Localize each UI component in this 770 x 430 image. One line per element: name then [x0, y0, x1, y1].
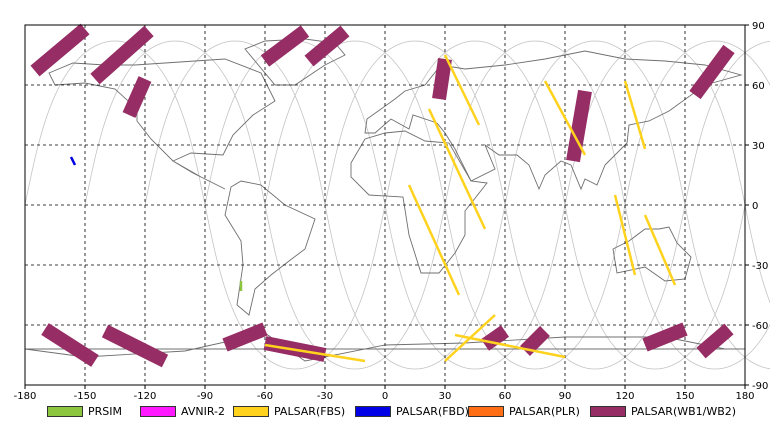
x-tick-label: 0 [382, 391, 388, 400]
swath-mark [623, 80, 647, 150]
coastline [224, 180, 316, 316]
acquisition-swaths [30, 23, 735, 368]
legend-item-palsar-fbd: PALSAR(FBD) [355, 401, 469, 421]
y-tick-label: -90 [752, 381, 768, 392]
swath-mark [69, 156, 77, 166]
swath-mark [520, 326, 550, 356]
swath-mark [304, 25, 350, 67]
swath-mark [443, 54, 481, 126]
coastline [364, 50, 743, 191]
legend-label: PRSIM [88, 404, 122, 418]
swath-mark [613, 194, 637, 276]
legend-label: AVNIR-2 [181, 404, 225, 418]
legend: PRSIM AVNIR-2 PALSAR(FBS) PALSAR(FBD) PA… [0, 401, 770, 421]
legend-item-palsar-fbs: PALSAR(FBS) [233, 401, 345, 421]
x-tick-label: 60 [499, 391, 512, 400]
swath-mark [101, 324, 169, 368]
legend-item-prsim: PRSIM [47, 401, 122, 421]
x-tick-label: -150 [74, 391, 97, 400]
swath-mark [543, 80, 587, 156]
swath-mark [30, 23, 90, 77]
swath-mark [432, 57, 452, 101]
swath-mark [642, 322, 688, 352]
swath-mark [407, 184, 461, 296]
x-tick-label: 120 [615, 391, 634, 400]
swath-mark [696, 323, 734, 359]
y-tick-label: 0 [752, 201, 758, 212]
x-tick-label: 30 [439, 391, 452, 400]
swath-mark [643, 214, 677, 286]
legend-swatch [47, 405, 83, 417]
x-tick-label: -30 [317, 391, 333, 400]
y-tick-label: -30 [752, 261, 768, 272]
legend-item-avnir2: AVNIR-2 [140, 401, 225, 421]
swath-mark [566, 89, 592, 163]
legend-label: PALSAR(FBD) [396, 404, 469, 418]
coastlines [24, 38, 745, 362]
x-tick-label: 150 [675, 391, 694, 400]
x-tick-label: -60 [257, 391, 273, 400]
legend-swatch [355, 405, 391, 417]
swath-mark [689, 44, 735, 100]
x-tick-label: -120 [134, 391, 157, 400]
x-tick-labels: -180 -150 -120 -90 -60 -30 0 30 60 90 120 150 180 [14, 385, 755, 400]
x-tick-label: -180 [14, 391, 37, 400]
coastline [612, 226, 692, 282]
swath-mark [222, 322, 268, 352]
y-tick-labels: 90 60 30 0 -30 -60 -90 [745, 21, 768, 392]
legend-swatch [233, 405, 269, 417]
legend-label: PALSAR(WB1/WB2) [631, 404, 737, 418]
legend-swatch [468, 405, 504, 417]
swath-mark [122, 76, 152, 118]
legend-swatch [140, 405, 176, 417]
x-tick-label: -90 [197, 391, 213, 400]
orbit-track [624, 40, 770, 206]
y-tick-label: 60 [752, 81, 765, 92]
swath-mark [90, 25, 154, 85]
swath-mark [427, 108, 487, 230]
y-tick-label: 30 [752, 141, 765, 152]
swath-mark [454, 333, 566, 359]
swath-mark [41, 323, 99, 367]
coverage-map: -180 -150 -120 -90 -60 -30 0 30 60 90 120 150 180 90… [14, 21, 770, 400]
x-tick-label: 90 [559, 391, 572, 400]
swath-mark [260, 25, 310, 67]
legend-label: PALSAR(PLR) [509, 404, 580, 418]
y-tick-label: 90 [752, 21, 765, 32]
legend-item-palsar-plr: PALSAR(PLR) [468, 401, 580, 421]
y-tick-label: -60 [752, 321, 768, 332]
legend-swatch [590, 405, 626, 417]
legend-item-palsar-wb: PALSAR(WB1/WB2) [590, 401, 736, 421]
swath-mark [264, 343, 366, 363]
x-tick-label: 180 [735, 391, 754, 400]
coastline [24, 332, 745, 362]
orbit-track [684, 40, 770, 206]
legend-label: PALSAR(FBS) [274, 404, 346, 418]
coastline [350, 130, 488, 274]
